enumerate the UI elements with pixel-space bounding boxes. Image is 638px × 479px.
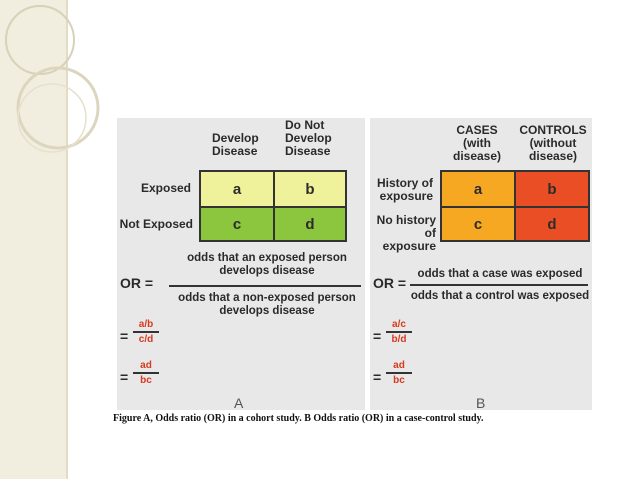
cell-b: b — [275, 172, 345, 208]
case-control-table: a b c d — [440, 170, 590, 242]
or-label: OR = — [120, 275, 154, 291]
row-header-exposed: Exposed — [140, 181, 191, 195]
fraction-numerator: a/c — [392, 319, 406, 330]
col-header-do-not-develop-disease: Do Not Develop Disease — [285, 118, 332, 158]
fraction-ab-cd: a/b c/d — [133, 319, 159, 345]
fraction-denominator: c/d — [138, 333, 154, 345]
fraction-numerator: ad — [393, 360, 405, 371]
or-denominator: odds that a control was exposed — [410, 290, 590, 302]
col-header-develop-disease: Develop Disease — [212, 131, 259, 158]
cell-a: a — [442, 172, 516, 208]
panel-letter-a: A — [234, 395, 244, 411]
equals-sign-1: = — [120, 328, 129, 344]
decorative-circles — [5, 5, 100, 153]
fraction-numerator: a/b — [138, 319, 154, 330]
equals-sign-2: = — [373, 369, 382, 385]
cell-c: c — [442, 208, 516, 240]
or-denominator: odds that a non-exposed person develops … — [178, 292, 356, 317]
cell-b: b — [516, 172, 588, 208]
fraction-line — [386, 331, 412, 333]
cohort-study-panel: Develop Disease Do Not Develop Disease E… — [117, 118, 365, 411]
or-fraction-bar — [169, 285, 361, 287]
fraction-ad-bc: ad bc — [386, 360, 412, 386]
equals-sign-1: = — [373, 328, 382, 344]
fraction-denominator: b/d — [391, 333, 407, 345]
figure-caption: Figure A, Odds ratio (OR) in a cohort st… — [113, 413, 484, 424]
cell-a: a — [201, 172, 275, 208]
fraction-numerator: ad — [140, 360, 152, 371]
col-header-cases: CASES (with disease) — [452, 123, 502, 163]
or-numerator: odds that a case was exposed — [417, 268, 583, 280]
cohort-table: a b c d — [199, 170, 347, 242]
slide-sidebar — [0, 0, 100, 479]
row-header-no-history: No history of exposure — [376, 213, 436, 253]
cell-d: d — [516, 208, 588, 240]
fraction-line — [386, 372, 412, 374]
row-header-history-of-exposure: History of exposure — [376, 176, 433, 203]
fraction-line — [133, 331, 159, 333]
row-header-not-exposed: Not Exposed — [119, 217, 193, 231]
fraction-ac-bd: a/c b/d — [386, 319, 412, 345]
fraction-line — [133, 372, 159, 374]
panel-letter-b: B — [476, 395, 486, 411]
fraction-ad-bc: ad bc — [133, 360, 159, 386]
fraction-denominator: bc — [393, 374, 405, 386]
or-fraction-bar — [410, 284, 588, 286]
fraction-denominator: bc — [140, 374, 152, 386]
cell-d: d — [275, 208, 345, 240]
cell-c: c — [201, 208, 275, 240]
equals-sign-2: = — [120, 369, 129, 385]
or-label: OR = — [373, 275, 407, 291]
col-header-controls: CONTROLS (without disease) — [519, 123, 587, 163]
case-control-panel: CASES (with disease) CONTROLS (without d… — [370, 118, 592, 411]
or-numerator: odds that an exposed person develops dis… — [187, 252, 347, 277]
